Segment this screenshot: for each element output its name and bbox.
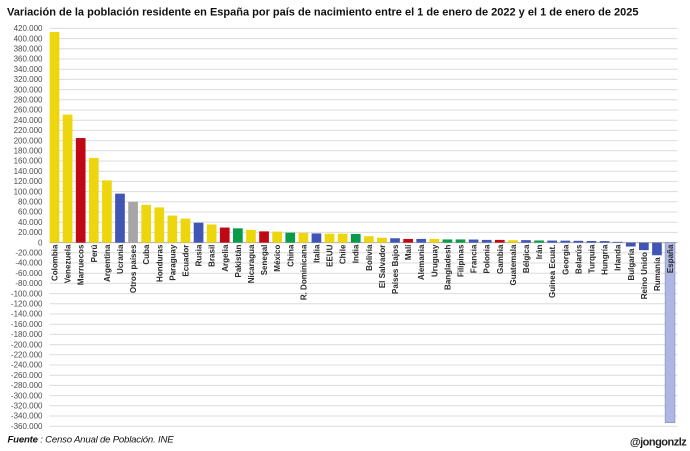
svg-text:Pakistán: Pakistán (234, 244, 243, 277)
svg-text:220.000: 220.000 (14, 126, 43, 135)
svg-text:Bélgica: Bélgica (522, 244, 531, 273)
svg-text:Países Bajos: Países Bajos (391, 244, 400, 294)
svg-text:Polonia: Polonia (483, 244, 492, 273)
svg-text:60.000: 60.000 (18, 208, 43, 217)
svg-text:@jongonzlz: @jongonzlz (630, 436, 687, 448)
svg-text:Fuente : Censo Anual de Poblac: Fuente : Censo Anual de Población. INE (8, 434, 175, 445)
svg-text:0: 0 (38, 238, 43, 247)
svg-text:Rumanía: Rumanía (653, 257, 662, 291)
svg-text:Turquia: Turquia (587, 244, 596, 273)
svg-text:420.000: 420.000 (14, 24, 43, 33)
svg-text:-340.000: -340.000 (11, 412, 43, 421)
svg-text:20.000: 20.000 (18, 228, 43, 237)
svg-text:EEUU: EEUU (326, 244, 335, 266)
svg-text:360.000: 360.000 (14, 55, 43, 64)
svg-text:Otros países: Otros países (129, 244, 138, 293)
svg-text:Bulgaria: Bulgaria (627, 248, 636, 281)
svg-text:300.000: 300.000 (14, 85, 43, 94)
svg-text:Guinea Ecuat.: Guinea Ecuat. (548, 245, 557, 298)
svg-text:Guatemala: Guatemala (509, 244, 518, 285)
svg-text:Malí: Malí (404, 244, 413, 260)
svg-text:Senegal: Senegal (260, 245, 269, 276)
svg-text:China: China (286, 244, 295, 267)
svg-text:-60.000: -60.000 (15, 269, 43, 278)
svg-text:280.000: 280.000 (14, 96, 43, 105)
svg-text:Ucrania: Ucrania (116, 244, 125, 274)
svg-text:-20.000: -20.000 (15, 249, 43, 258)
svg-text:Marruecos: Marruecos (77, 244, 86, 285)
svg-text:Gambia: Gambia (496, 244, 505, 274)
svg-text:240.000: 240.000 (14, 116, 43, 125)
svg-text:-260.000: -260.000 (11, 371, 43, 380)
svg-text:340.000: 340.000 (14, 65, 43, 74)
svg-text:Irlanda: Irlanda (614, 244, 623, 271)
svg-text:-80.000: -80.000 (15, 279, 43, 288)
svg-text:R. Dominicana: R. Dominicana (299, 244, 308, 300)
svg-text:180.000: 180.000 (14, 147, 43, 156)
svg-text:India: India (352, 244, 361, 263)
svg-text:Nicaragua: Nicaragua (247, 244, 256, 283)
svg-text:Irán: Irán (535, 244, 544, 259)
svg-text:Colombia: Colombia (51, 244, 60, 281)
svg-text:400.000: 400.000 (14, 34, 43, 43)
svg-text:México: México (273, 244, 282, 271)
svg-text:Argelia: Argelia (221, 244, 230, 272)
svg-text:-240.000: -240.000 (11, 361, 43, 370)
svg-text:-100.000: -100.000 (11, 289, 43, 298)
svg-text:Venezuela: Venezuela (64, 244, 73, 283)
svg-text:120.000: 120.000 (14, 177, 43, 186)
svg-text:260.000: 260.000 (14, 106, 43, 115)
svg-text:Bolivia: Bolivia (365, 244, 374, 271)
svg-text:-220.000: -220.000 (11, 351, 43, 360)
svg-text:Paraguay: Paraguay (168, 244, 177, 281)
svg-text:Hungría: Hungría (601, 244, 610, 275)
svg-text:-360.000: -360.000 (11, 422, 43, 431)
svg-text:140.000: 140.000 (14, 167, 43, 176)
svg-text:-120.000: -120.000 (11, 300, 43, 309)
svg-text:Ecuador: Ecuador (181, 245, 190, 277)
svg-text:-180.000: -180.000 (11, 330, 43, 339)
svg-text:Bangladesh: Bangladesh (443, 244, 452, 289)
svg-text:-160.000: -160.000 (11, 320, 43, 329)
svg-text:-140.000: -140.000 (11, 310, 43, 319)
svg-text:El Salvador: El Salvador (378, 245, 387, 289)
svg-text:Chile: Chile (339, 244, 348, 264)
svg-text:Uruguay: Uruguay (430, 244, 439, 277)
svg-text:Argentina: Argentina (103, 244, 112, 282)
svg-text:Brasil: Brasil (208, 245, 217, 267)
svg-text:Alemania: Alemania (417, 244, 426, 280)
svg-text:-280.000: -280.000 (11, 381, 43, 390)
svg-text:380.000: 380.000 (14, 45, 43, 54)
svg-text:Rusia: Rusia (195, 244, 204, 266)
svg-text:80.000: 80.000 (18, 198, 43, 207)
svg-text:100.000: 100.000 (14, 187, 43, 196)
svg-text:Filipinas: Filipinas (457, 244, 466, 277)
svg-text:-300.000: -300.000 (11, 391, 43, 400)
svg-text:320.000: 320.000 (14, 75, 43, 84)
svg-text:200.000: 200.000 (14, 136, 43, 145)
svg-text:Perú: Perú (90, 244, 99, 262)
svg-text:Variación de la población resi: Variación de la población residente en E… (7, 7, 639, 19)
svg-text:Belarús: Belarús (574, 244, 583, 274)
svg-text:-320.000: -320.000 (11, 402, 43, 411)
svg-text:Cuba: Cuba (142, 244, 151, 265)
svg-text:Italia: Italia (312, 244, 321, 263)
svg-text:Francia: Francia (470, 244, 479, 273)
svg-text:España: España (666, 244, 675, 273)
svg-text:Reino Unido: Reino Unido (640, 252, 649, 299)
svg-text:Honduras: Honduras (155, 244, 164, 282)
svg-text:40.000: 40.000 (18, 218, 43, 227)
svg-text:Georgia: Georgia (561, 244, 570, 275)
svg-text:-200.000: -200.000 (11, 340, 43, 349)
svg-text:160.000: 160.000 (14, 157, 43, 166)
svg-text:-40.000: -40.000 (15, 259, 43, 268)
